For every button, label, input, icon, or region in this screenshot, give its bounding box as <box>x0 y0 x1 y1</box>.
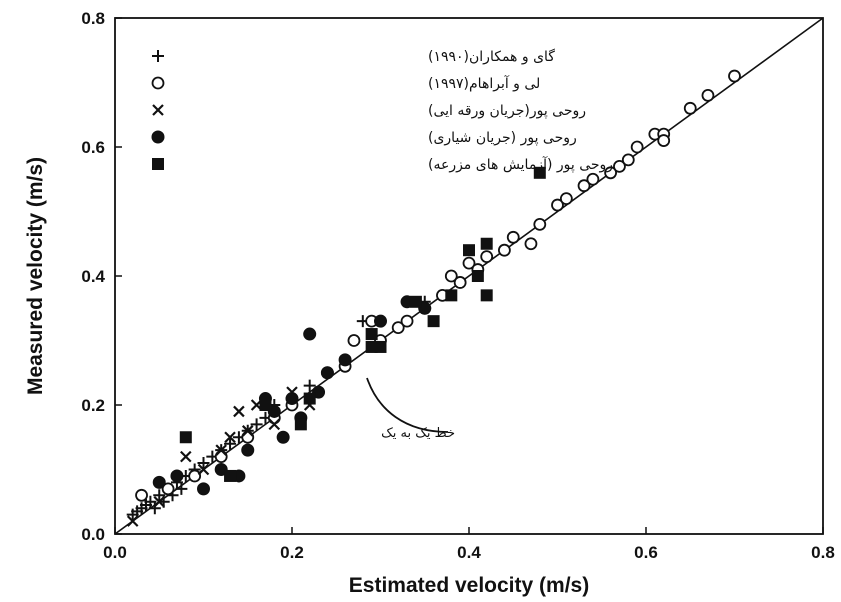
data-point-filled-circle <box>241 443 255 457</box>
data-point-open-circle <box>551 198 564 212</box>
data-point-filled-circle <box>285 392 299 406</box>
data-points <box>126 69 741 527</box>
data-point-open-circle <box>135 488 148 502</box>
data-point-filled-square <box>294 418 307 431</box>
x-tick-label: 0.4 <box>457 543 481 562</box>
data-point-filled-square <box>303 392 316 405</box>
y-tick-label: 0.8 <box>81 9 105 28</box>
data-point-filled-circle <box>303 327 317 341</box>
data-point-open-circle <box>559 192 573 206</box>
data-point-plus <box>250 418 263 431</box>
data-point-open-circle <box>497 243 511 257</box>
y-tick-label: 0.0 <box>81 525 105 544</box>
data-point-plus <box>224 437 237 450</box>
data-point-plus <box>303 379 316 392</box>
legend-label: روحی پور (جریان شیاری) <box>428 130 577 146</box>
data-point-plus <box>144 495 157 508</box>
legend-label: روحی پور (آزمایش های مزرعه) <box>428 156 613 173</box>
data-point-filled-circle <box>276 430 290 444</box>
legend-marker-filled-circle <box>151 130 165 144</box>
data-point-filled-square <box>374 340 387 353</box>
data-point-x <box>224 431 236 444</box>
y-tick-label: 0.2 <box>81 396 105 415</box>
data-point-x <box>197 463 210 476</box>
data-point-x <box>126 515 139 527</box>
reference-line-label: خط یک به یک <box>381 426 455 441</box>
data-point-open-circle <box>188 469 202 483</box>
legend-marker-open-circle <box>151 76 165 90</box>
data-point-filled-square <box>179 431 192 444</box>
reference-line-group <box>114 17 824 535</box>
data-point-filled-square <box>445 289 458 302</box>
data-point-filled-circle <box>170 469 184 483</box>
data-point-filled-circle <box>197 482 210 496</box>
data-point-plus <box>197 457 210 470</box>
data-point-x <box>215 444 227 456</box>
data-point-plus <box>175 482 188 495</box>
y-tick-label: 0.4 <box>81 267 105 286</box>
data-point-open-circle <box>533 217 547 231</box>
data-point-open-circle <box>630 140 644 154</box>
data-point-open-circle <box>577 179 591 193</box>
data-point-filled-square <box>224 469 237 482</box>
data-point-open-circle <box>444 269 458 283</box>
data-point-open-circle <box>347 334 361 347</box>
data-point-filled-square <box>533 166 546 179</box>
legend-marker-filled-square <box>152 158 164 170</box>
data-point-open-circle <box>621 153 635 167</box>
data-point-open-circle <box>391 321 405 335</box>
data-point-open-circle <box>613 159 626 173</box>
y-tick-label: 0.6 <box>81 138 105 157</box>
data-point-open-circle <box>462 256 476 270</box>
data-point-filled-square <box>463 244 475 257</box>
x-tick-label: 0.2 <box>280 543 304 562</box>
data-point-filled-square <box>365 328 378 341</box>
x-axis-title: Estimated velocity (m/s) <box>349 574 589 597</box>
legend: گای و همکاران(۱۹۹۰) لی و آبراهام(۱۹۹۷) روح… <box>151 48 613 173</box>
data-point-x <box>180 450 192 463</box>
data-point-filled-circle <box>338 353 352 367</box>
data-point-open-circle <box>506 230 520 244</box>
data-point-filled-square <box>409 295 422 308</box>
data-point-plus <box>148 502 161 515</box>
data-point-open-circle <box>728 69 741 83</box>
data-point-filled-square <box>259 399 272 411</box>
data-point-open-circle <box>400 314 414 328</box>
annotation-leader-line <box>366 377 449 433</box>
legend-label: لی و آبراهام(۱۹۹۷) <box>428 75 540 92</box>
annotation-group: خط یک به یک <box>366 377 455 441</box>
data-point-filled-square <box>427 315 440 328</box>
legend-marker-x <box>152 104 164 116</box>
data-point-x <box>153 495 166 508</box>
data-point-filled-square <box>480 289 493 302</box>
data-point-open-circle <box>604 166 617 180</box>
data-point-x <box>233 405 245 418</box>
x-tick-label: 0.8 <box>811 543 835 562</box>
one-to-one-line <box>114 17 824 535</box>
data-point-open-circle <box>453 276 467 289</box>
x-tick-label: 0.6 <box>634 543 658 562</box>
data-point-filled-circle <box>374 314 387 328</box>
data-point-open-circle <box>161 482 175 496</box>
axis-ticks: 0.0 0.2 0.4 0.6 0.8 0.0 0.2 0.4 0.6 0.8 <box>81 9 834 562</box>
legend-label: گای و همکاران(۱۹۹۰) <box>428 48 555 65</box>
data-point-plus <box>153 489 166 502</box>
y-axis-title: Measured velocity (m/s) <box>24 157 47 395</box>
legend-label: روحی پور(جریان ورقه ایی) <box>428 103 586 119</box>
data-point-x <box>268 418 281 431</box>
data-point-open-circle <box>683 101 697 115</box>
legend-marker-plus <box>152 50 164 62</box>
data-point-filled-circle <box>152 475 166 489</box>
data-point-open-circle <box>586 172 600 186</box>
data-point-filled-square <box>480 237 493 250</box>
data-point-x <box>241 425 254 437</box>
x-tick-label: 0.0 <box>103 543 127 562</box>
data-point-open-circle <box>701 89 715 102</box>
data-point-open-circle <box>657 134 671 147</box>
data-point-open-circle <box>524 237 538 251</box>
data-point-filled-square <box>471 270 484 282</box>
data-point-open-circle <box>480 250 494 264</box>
data-point-filled-circle <box>320 366 334 380</box>
